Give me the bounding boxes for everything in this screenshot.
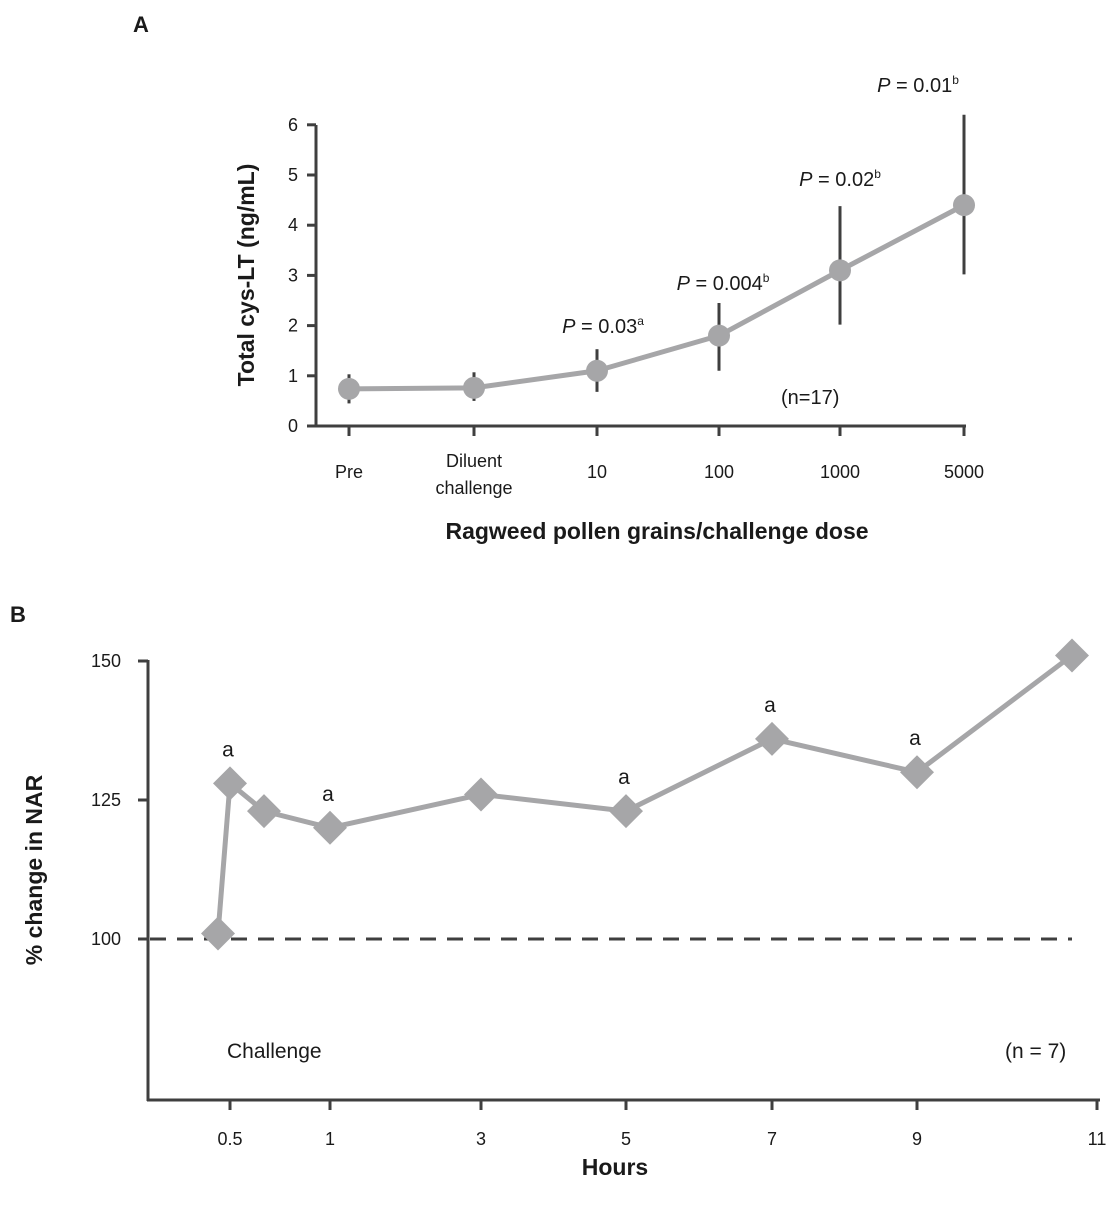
y-tick-label: 3: [288, 265, 298, 285]
data-point-diamond: [247, 794, 281, 829]
data-point-diamond: [464, 777, 498, 812]
panel-a-n-label: (n=17): [781, 387, 839, 409]
data-point-diamond: [201, 916, 235, 951]
panel-b: B 100 125 150 0.5 1 3 5 7 9 11 a a a a a Challenge (…: [10, 602, 1106, 1180]
x-tick-label: 3: [476, 1129, 486, 1149]
data-point: [338, 377, 360, 400]
data-point-diamond: [900, 755, 934, 790]
significance-label: a: [909, 727, 921, 750]
y-tick-label: 100: [91, 929, 121, 949]
x-tick-label: 9: [912, 1129, 922, 1149]
y-tick-label: 5: [288, 165, 298, 185]
p-value-label: P = 0.004b: [677, 271, 770, 295]
panel-b-significance-labels: a a a a a: [222, 694, 921, 806]
x-tick-label: 1: [325, 1129, 335, 1149]
significance-label: a: [222, 738, 234, 761]
data-point-diamond: [1055, 638, 1089, 673]
data-point: [829, 259, 851, 282]
panel-b-n-label: (n = 7): [1005, 1040, 1066, 1063]
data-point-diamond: [313, 810, 347, 845]
x-tick-label: 7: [767, 1129, 777, 1149]
significance-label: a: [322, 783, 334, 806]
panel-b-y-ticks: 100 125 150: [91, 651, 148, 949]
panel-a-x-axis-title: Ragweed pollen grains/challenge dose: [445, 518, 868, 544]
data-point: [953, 194, 975, 217]
data-point: [463, 376, 485, 399]
y-tick-label: 6: [288, 115, 298, 135]
panel-a-label: A: [133, 12, 149, 37]
significance-label: a: [764, 694, 776, 717]
panel-b-label: B: [10, 602, 26, 627]
panel-a-error-bars: [347, 114, 966, 404]
panel-a-x-ticks: Pre Diluent challenge 10 100 1000 5000: [335, 426, 984, 498]
panel-a-y-ticks: 0 1 2 3 4 5 6: [288, 115, 316, 436]
x-tick-label: 100: [704, 462, 734, 482]
panel-a-y-axis-title: Total cys-LT (ng/mL): [233, 164, 259, 387]
y-tick-label: 0: [288, 416, 298, 436]
panel-b-x-axis-title: Hours: [582, 1154, 648, 1180]
panel-a-points: [338, 194, 975, 400]
p-value-label: P = 0.01b: [877, 73, 959, 97]
y-tick-label: 150: [91, 651, 121, 671]
data-point: [708, 324, 730, 347]
panel-a-p-values: P = 0.03a P = 0.004b P = 0.02b P = 0.01b: [562, 73, 959, 338]
x-tick-label: 5000: [944, 462, 984, 482]
panel-b-x-ticks: 0.5 1 3 5 7 9 11: [217, 1100, 1106, 1149]
panel-a-series-line: [348, 202, 966, 392]
panel-b-challenge-label: Challenge: [227, 1040, 322, 1063]
panel-b-series-line: [215, 653, 1074, 934]
p-value-label: P = 0.02b: [799, 167, 881, 191]
data-point: [586, 359, 608, 382]
significance-label: a: [618, 766, 630, 789]
y-tick-label: 2: [288, 316, 298, 336]
y-tick-label: 4: [288, 215, 298, 235]
p-value-label: P = 0.03a: [562, 314, 644, 338]
x-tick-label: 0.5: [217, 1129, 242, 1149]
panel-b-points: [201, 638, 1089, 951]
x-tick-label: Diluent challenge: [435, 451, 512, 498]
y-tick-label: 125: [91, 790, 121, 810]
panel-a: A 0 1 2 3 4 5 6 Pre Diluent challenge 10 100 1000 50…: [133, 12, 984, 544]
data-point-diamond: [755, 721, 789, 756]
x-tick-label: Pre: [335, 462, 363, 482]
x-tick-label: 1000: [820, 462, 860, 482]
y-tick-label: 1: [288, 366, 298, 386]
x-tick-label: 5: [621, 1129, 631, 1149]
x-tick-label: 11: [1088, 1129, 1107, 1149]
data-point-diamond: [609, 794, 643, 829]
panel-b-y-axis-title: % change in NAR: [21, 774, 47, 965]
data-point-diamond: [213, 766, 247, 801]
x-tick-label: 10: [587, 462, 607, 482]
